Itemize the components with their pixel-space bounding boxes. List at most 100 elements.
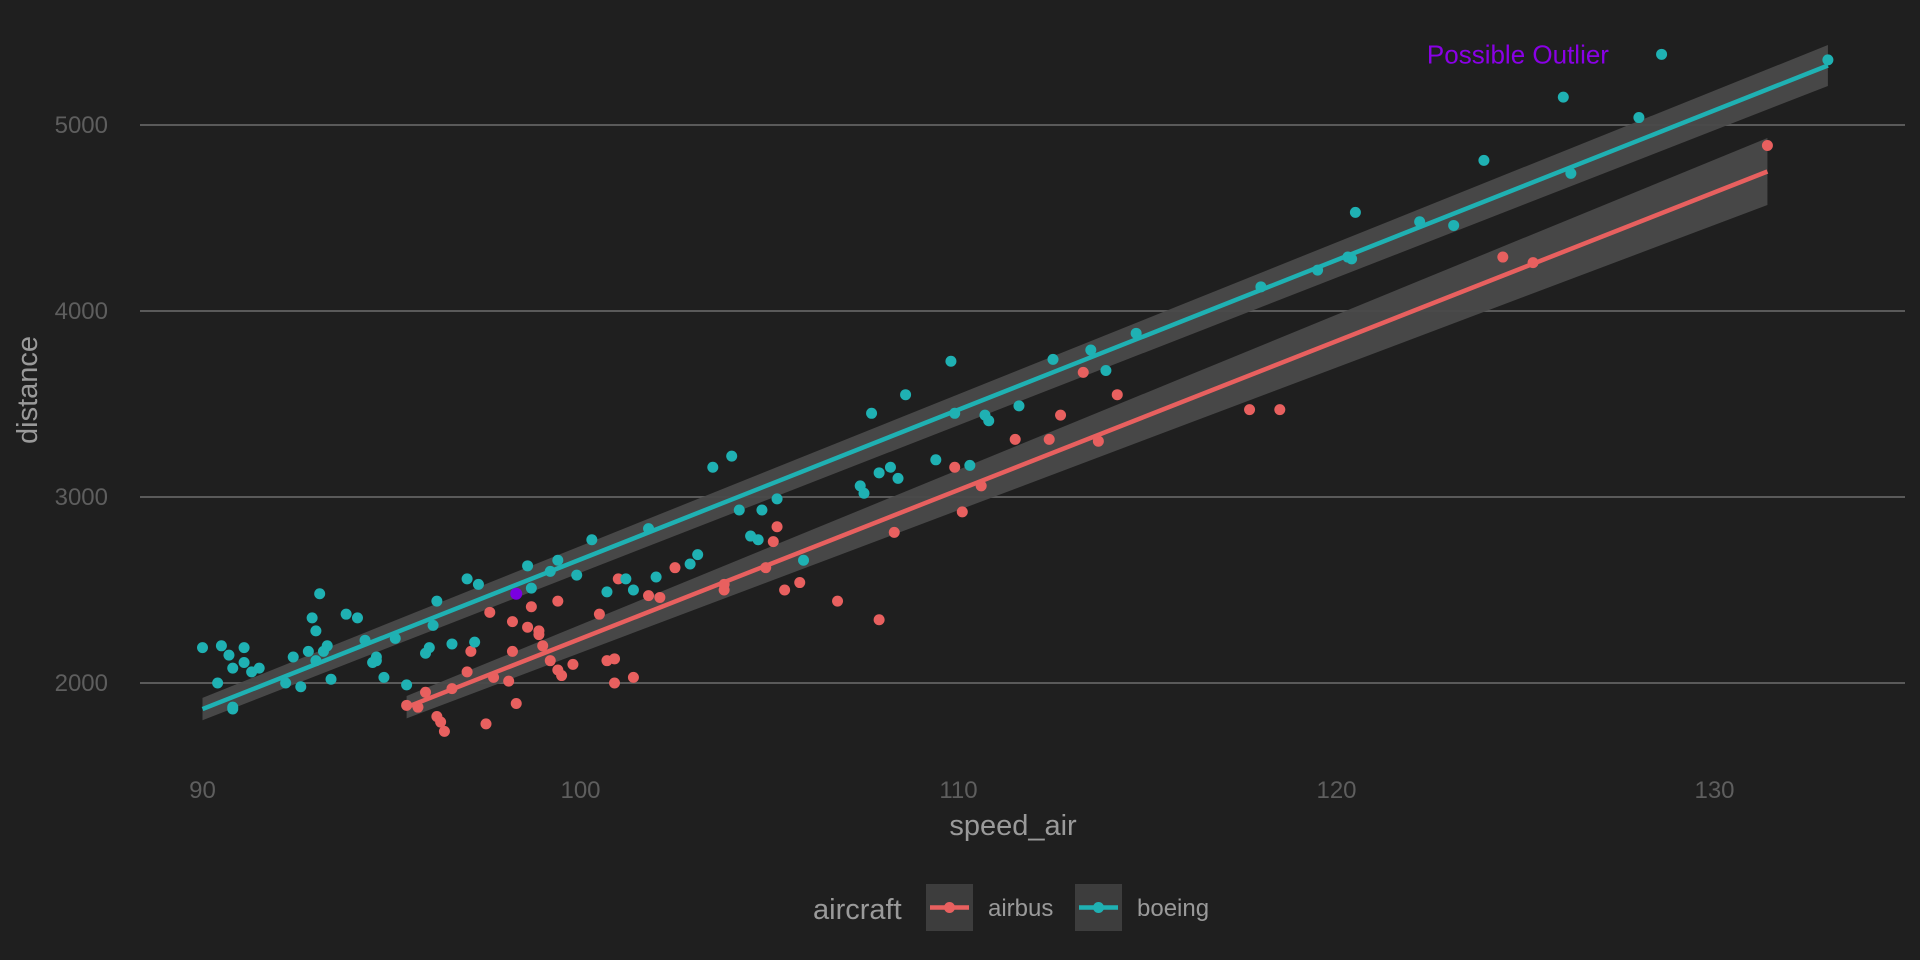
point-airbus-48 bbox=[1009, 433, 1021, 445]
point-airbus-41 bbox=[794, 577, 806, 589]
point-airbus-49 bbox=[1043, 433, 1055, 445]
point-boeing-48 bbox=[627, 584, 639, 596]
annotation-label-0: Possible Outlier bbox=[1427, 39, 1609, 69]
point-airbus-42 bbox=[832, 595, 844, 607]
point-boeing-59 bbox=[771, 493, 783, 505]
point-airbus-56 bbox=[1497, 251, 1509, 263]
point-boeing-2 bbox=[215, 640, 227, 652]
point-boeing-3 bbox=[223, 649, 235, 661]
point-airbus-39 bbox=[771, 521, 783, 533]
point-airbus-50 bbox=[1055, 409, 1067, 421]
point-boeing-34 bbox=[431, 595, 443, 607]
point-airbus-6 bbox=[446, 683, 458, 695]
legend-item-boeing: boeing bbox=[1075, 884, 1209, 931]
point-boeing-0 bbox=[197, 642, 208, 654]
point-airbus-31 bbox=[627, 671, 639, 683]
point-airbus-30 bbox=[612, 573, 624, 585]
point-boeing-20 bbox=[321, 640, 333, 652]
point-boeing-53 bbox=[707, 461, 719, 473]
y-axis-title: distance bbox=[12, 336, 44, 444]
point-airbus-11 bbox=[488, 671, 500, 683]
point-airbus-52 bbox=[1092, 435, 1104, 447]
ribbon-airbus bbox=[406, 138, 1768, 719]
point-airbus-16 bbox=[522, 621, 534, 633]
point-boeing-32 bbox=[423, 642, 435, 654]
x-axis-ticks: 90 100 110 120 130 bbox=[189, 777, 1734, 804]
legend: aircraft airbus boeing bbox=[813, 884, 1209, 931]
point-airbus-45 bbox=[949, 461, 961, 473]
point-boeing-47 bbox=[620, 573, 632, 585]
point-airbus-13 bbox=[506, 616, 518, 628]
point-airbus-0 bbox=[401, 699, 413, 711]
point-boeing-21 bbox=[325, 673, 337, 685]
y-tick-label-3000: 3000 bbox=[55, 484, 108, 511]
point-boeing-65 bbox=[884, 461, 896, 473]
point-airbus-28 bbox=[609, 653, 621, 665]
point-airbus-4 bbox=[435, 716, 447, 728]
point-airbus-54 bbox=[1244, 404, 1256, 416]
point-airbus-29 bbox=[609, 677, 621, 689]
point-airbus-8 bbox=[465, 645, 477, 657]
point-boeing-76 bbox=[1085, 344, 1097, 356]
point-boeing-85 bbox=[1448, 219, 1460, 231]
highlight-point bbox=[510, 587, 523, 600]
point-airbus-51 bbox=[1077, 366, 1089, 378]
point-boeing-55 bbox=[733, 504, 745, 516]
point-boeing-36 bbox=[461, 573, 473, 585]
point-boeing-13 bbox=[295, 681, 307, 693]
point-airbus-15 bbox=[510, 697, 522, 709]
point-boeing-42 bbox=[544, 565, 556, 577]
point-boeing-38 bbox=[472, 578, 484, 590]
point-boeing-87 bbox=[1557, 91, 1569, 103]
point-airbus-21 bbox=[544, 655, 556, 667]
point-boeing-33 bbox=[427, 619, 439, 631]
point-boeing-60 bbox=[798, 554, 810, 566]
point-boeing-69 bbox=[945, 355, 957, 367]
point-airbus-38 bbox=[767, 536, 779, 548]
point-boeing-49 bbox=[643, 523, 655, 535]
point-boeing-84 bbox=[1414, 216, 1426, 228]
point-airbus-7 bbox=[461, 666, 473, 678]
point-boeing-91 bbox=[1822, 54, 1834, 66]
point-airbus-47 bbox=[975, 480, 987, 492]
point-boeing-64 bbox=[873, 467, 885, 479]
point-boeing-1 bbox=[212, 677, 224, 689]
point-airbus-46 bbox=[956, 506, 968, 518]
point-boeing-10 bbox=[253, 662, 265, 674]
point-boeing-28 bbox=[378, 671, 390, 683]
legend-dot-boeing bbox=[1093, 902, 1104, 913]
point-boeing-35 bbox=[446, 638, 458, 650]
point-boeing-22 bbox=[340, 608, 352, 620]
point-airbus-5 bbox=[438, 725, 450, 737]
point-boeing-40 bbox=[522, 560, 534, 572]
point-airbus-19 bbox=[533, 629, 545, 641]
point-boeing-88 bbox=[1565, 167, 1577, 179]
point-airbus-26 bbox=[593, 608, 605, 620]
point-boeing-70 bbox=[949, 407, 961, 419]
point-boeing-37 bbox=[469, 636, 481, 648]
point-boeing-78 bbox=[1130, 327, 1142, 339]
point-boeing-86 bbox=[1478, 154, 1490, 166]
point-boeing-57 bbox=[752, 534, 764, 546]
point-airbus-9 bbox=[480, 718, 492, 730]
point-boeing-6 bbox=[227, 703, 239, 715]
y-axis-ticks: 2000 3000 4000 5000 bbox=[55, 112, 108, 697]
x-tick-label-110: 110 bbox=[939, 777, 977, 804]
fit-line-boeing bbox=[201, 63, 1829, 712]
x-axis-title: speed_air bbox=[949, 810, 1077, 842]
point-boeing-41 bbox=[525, 582, 537, 594]
point-boeing-18 bbox=[314, 588, 326, 600]
point-boeing-71 bbox=[964, 459, 976, 471]
legend-label-boeing: boeing bbox=[1137, 895, 1209, 922]
point-airbus-23 bbox=[552, 595, 564, 607]
point-airbus-36 bbox=[718, 578, 730, 590]
point-boeing-77 bbox=[1100, 365, 1112, 377]
data-points bbox=[197, 48, 1834, 737]
point-boeing-63 bbox=[866, 407, 878, 419]
point-boeing-80 bbox=[1312, 264, 1324, 276]
point-boeing-29 bbox=[389, 632, 401, 644]
point-boeing-23 bbox=[351, 612, 363, 624]
point-boeing-54 bbox=[726, 450, 738, 462]
annotations: Possible Outlier bbox=[1427, 39, 1609, 69]
